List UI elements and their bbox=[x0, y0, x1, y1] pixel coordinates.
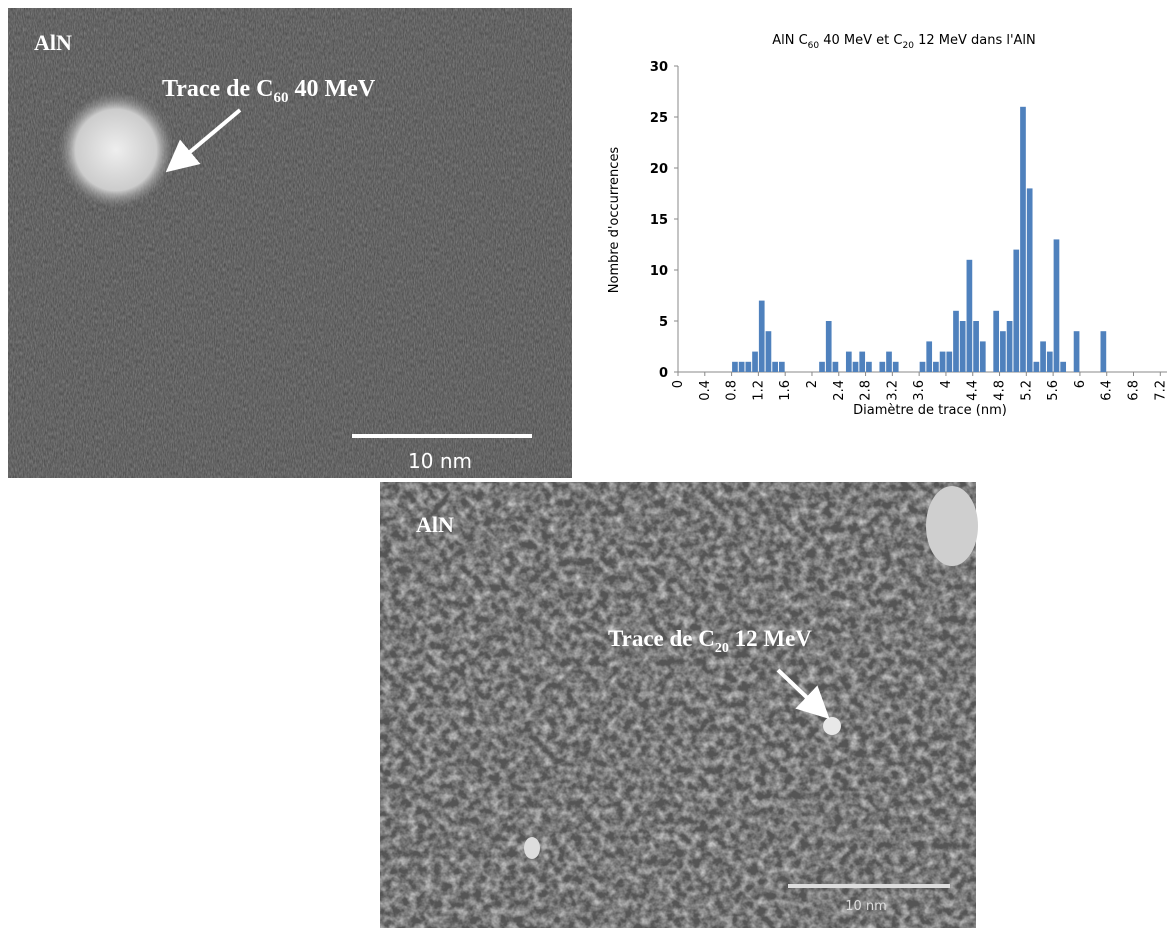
scale-label: 10 nm bbox=[845, 899, 887, 914]
bar bbox=[1073, 331, 1080, 372]
bar bbox=[1000, 331, 1006, 372]
x-tick-label: 5.2 bbox=[1019, 380, 1034, 401]
bar bbox=[1053, 239, 1060, 372]
bar bbox=[919, 361, 926, 372]
scale-label: 10 nm bbox=[408, 449, 472, 473]
bar bbox=[1013, 249, 1020, 372]
bar bbox=[1046, 351, 1053, 372]
bar bbox=[745, 361, 752, 372]
bar bbox=[933, 361, 939, 372]
bar bbox=[1020, 106, 1026, 373]
bar bbox=[825, 321, 832, 372]
x-tick-label: 1.2 bbox=[751, 380, 766, 401]
bar bbox=[1100, 331, 1107, 372]
x-tick-label: 1.6 bbox=[778, 380, 793, 401]
bar bbox=[1060, 361, 1067, 372]
x-tick-label: 4.8 bbox=[993, 380, 1008, 401]
bar bbox=[832, 361, 839, 372]
bar bbox=[926, 341, 933, 372]
bar bbox=[886, 351, 892, 372]
tem-image-2: AlN Trace de C20 12 MeV 10 nm bbox=[380, 482, 978, 928]
x-tick-label: 3.6 bbox=[912, 380, 927, 401]
x-tick-label: 4 bbox=[939, 380, 954, 388]
y-tick-label: 25 bbox=[650, 111, 668, 126]
x-tick-label: 2 bbox=[805, 380, 820, 388]
x-tick-label: 6.8 bbox=[1127, 380, 1142, 401]
bar bbox=[845, 351, 852, 372]
bar bbox=[819, 361, 825, 372]
x-tick-label: 0.4 bbox=[698, 380, 713, 401]
x-tick-label: 0.8 bbox=[725, 380, 740, 401]
bar bbox=[732, 361, 738, 372]
bar bbox=[758, 300, 765, 372]
bar bbox=[973, 321, 979, 372]
bar bbox=[939, 351, 946, 372]
annotation: Trace de C20 12 MeV bbox=[608, 626, 812, 656]
x-tick-label: 4.4 bbox=[966, 380, 981, 401]
bar bbox=[866, 361, 872, 372]
material-label: AlN bbox=[34, 30, 72, 55]
bar bbox=[752, 351, 758, 372]
x-tick-label: 2.4 bbox=[832, 380, 847, 401]
chart-title: AlN C60 40 MeV et C20 12 MeV dans l'AlN bbox=[772, 33, 1036, 51]
y-tick-label: 0 bbox=[659, 366, 668, 381]
bar bbox=[892, 361, 899, 372]
bar bbox=[778, 361, 785, 372]
bar bbox=[1033, 361, 1040, 372]
y-tick-label: 20 bbox=[650, 162, 668, 177]
material-label: AlN bbox=[416, 512, 454, 537]
y-tick-label: 15 bbox=[650, 213, 668, 228]
y-axis-label: Nombre d'occurrences bbox=[607, 147, 622, 294]
bar bbox=[979, 341, 986, 372]
bar bbox=[946, 351, 953, 372]
x-tick-label: 0 bbox=[671, 380, 686, 388]
bar bbox=[1006, 321, 1013, 372]
histogram: AlN C60 40 MeV et C20 12 MeV dans l'AlN … bbox=[607, 33, 1168, 418]
bar bbox=[959, 321, 966, 372]
bar bbox=[738, 361, 745, 372]
bar bbox=[879, 361, 886, 372]
bar bbox=[993, 310, 1000, 372]
y-tick-label: 30 bbox=[650, 60, 668, 75]
x-tick-label: 3.2 bbox=[885, 380, 900, 401]
bar bbox=[1040, 341, 1046, 372]
x-tick-label: 6 bbox=[1073, 380, 1088, 388]
bar bbox=[765, 331, 772, 372]
bar bbox=[852, 361, 859, 372]
bar bbox=[966, 259, 973, 372]
x-tick-label: 6.4 bbox=[1100, 380, 1115, 401]
bar bbox=[859, 351, 866, 372]
x-axis-label: Diamètre de trace (nm) bbox=[853, 403, 1007, 418]
y-tick-label: 10 bbox=[650, 264, 668, 279]
x-tick-label: 7.2 bbox=[1153, 380, 1168, 401]
bar bbox=[1026, 188, 1033, 372]
annotation: Trace de C60 40 MeV bbox=[162, 76, 376, 106]
x-tick-label: 2.8 bbox=[859, 380, 874, 401]
bar bbox=[772, 361, 778, 372]
bar bbox=[953, 310, 959, 372]
x-tick-label: 5.6 bbox=[1046, 380, 1061, 401]
tem-image-1: AlN Trace de C60 40 MeV 10 nm bbox=[8, 8, 572, 478]
y-tick-label: 5 bbox=[659, 315, 668, 330]
